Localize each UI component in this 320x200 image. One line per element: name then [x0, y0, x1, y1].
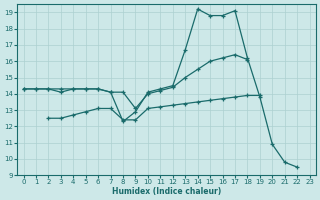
X-axis label: Humidex (Indice chaleur): Humidex (Indice chaleur) — [112, 187, 221, 196]
